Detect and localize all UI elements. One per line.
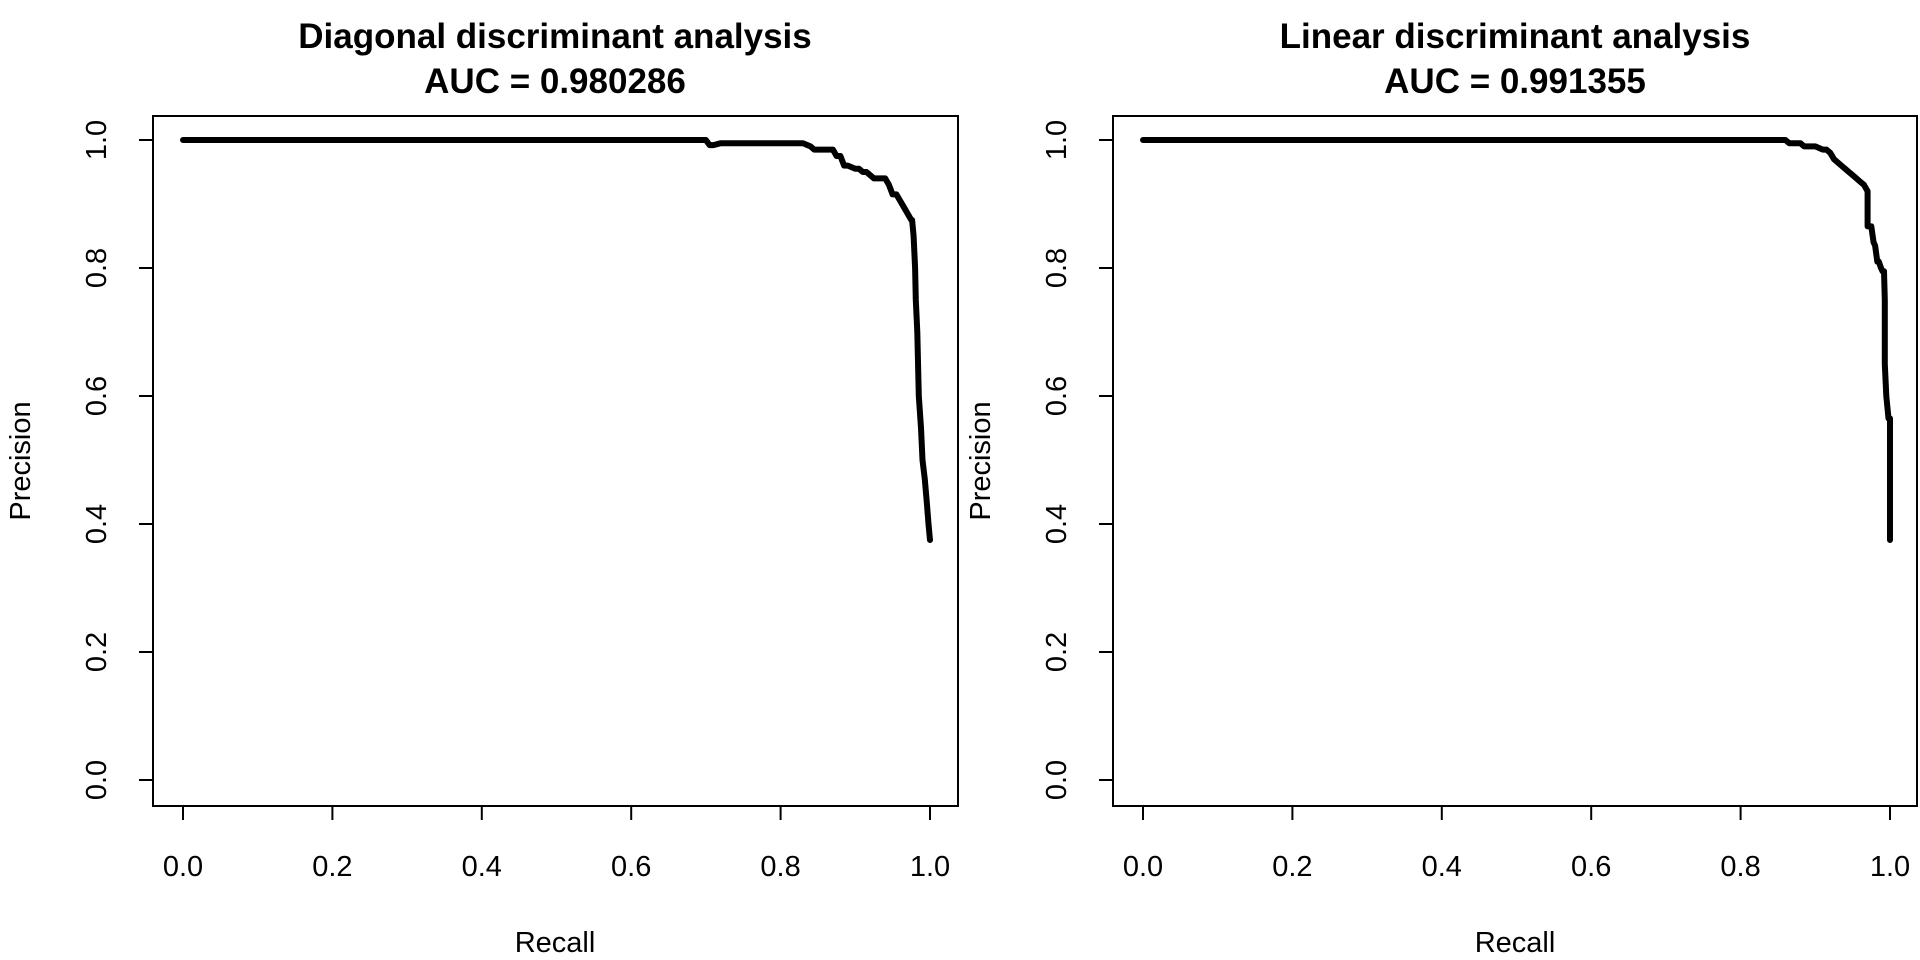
panel-2-y-tick-label: 0.0	[1041, 760, 1073, 800]
panel-2-y-tick-label: 0.2	[1041, 632, 1073, 672]
panel-2-y-tick-label: 0.4	[1041, 504, 1073, 544]
panel-2-x-axis-label: Recall	[1475, 927, 1556, 959]
panel-1-y-tick-label: 1.0	[81, 120, 113, 160]
panel-1-y-tick-label: 0.8	[81, 248, 113, 288]
panel-2-plot-frame	[1112, 115, 1918, 807]
panel-2-x-tick-label: 0.2	[1272, 851, 1312, 883]
panel-1-x-tick-label: 0.8	[760, 851, 800, 883]
panel-1-x-axis-label: Recall	[515, 927, 596, 959]
panel-1-x-tick-label: 0.6	[611, 851, 651, 883]
panel-1-y-axis-label: Precision	[5, 401, 37, 520]
panel-2-chart-subtitle: AUC = 0.991355	[1384, 62, 1646, 101]
panel-1-chart-subtitle: AUC = 0.980286	[424, 62, 686, 101]
panel-2-x-tick-label: 0.0	[1123, 851, 1163, 883]
panel-1-x-tick-label: 0.2	[312, 851, 352, 883]
panel-2-x-tick-label: 0.4	[1422, 851, 1462, 883]
panel-2-y-tick-label: 0.8	[1041, 248, 1073, 288]
panel-2-x-tick-label: 0.8	[1720, 851, 1760, 883]
panel-2-y-tick-label: 0.6	[1041, 376, 1073, 416]
panel-2-x-tick-label: 0.6	[1571, 851, 1611, 883]
panel-1-plot-frame	[152, 115, 959, 807]
panel-2-y-tick-label: 1.0	[1041, 120, 1073, 160]
panel-1-y-tick-label: 0.2	[81, 632, 113, 672]
panel-1-y-tick-label: 0.6	[81, 376, 113, 416]
panel-1-x-tick-label: 0.0	[163, 851, 203, 883]
panel-2-pr-curve-line	[1140, 137, 1893, 543]
panel-1-pr-curve-line	[180, 137, 933, 543]
panel-1-chart-title: Diagonal discriminant analysis	[298, 17, 812, 56]
panel-1-x-tick-label: 0.4	[462, 851, 502, 883]
panel-1-y-tick-label: 0.4	[81, 504, 113, 544]
panel-1-x-tick-label: 1.0	[910, 851, 950, 883]
panel-2-chart-title: Linear discriminant analysis	[1280, 17, 1751, 56]
panel-2-x-tick-label: 1.0	[1870, 851, 1910, 883]
panel-1-y-tick-label: 0.0	[81, 760, 113, 800]
panel-2-y-axis-label: Precision	[965, 401, 997, 520]
